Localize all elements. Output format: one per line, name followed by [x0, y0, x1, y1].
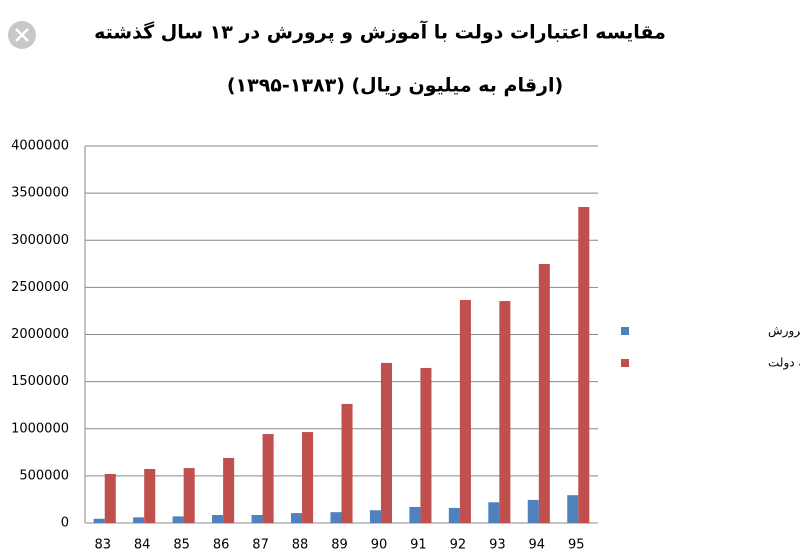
bar [183, 468, 195, 523]
bar [369, 510, 381, 523]
close-icon[interactable] [15, 28, 29, 42]
legend-label: بودجه دولت [768, 356, 800, 371]
x-tick-label: 90 [371, 538, 388, 553]
x-tick-label: 88 [292, 538, 309, 553]
bar [104, 473, 116, 523]
bar [488, 502, 500, 523]
x-tick-label: 89 [331, 538, 348, 553]
bar [290, 513, 303, 523]
y-tick-label: 500000 [19, 468, 69, 483]
bar [172, 516, 184, 523]
bar [380, 362, 393, 523]
bar [538, 264, 550, 523]
bar [144, 468, 156, 523]
chart-subtitle: (ارقام به میلیون ریال) (۱۳۸۳-۱۳۹۵) [227, 75, 563, 97]
bar [420, 367, 432, 523]
bar [93, 518, 105, 523]
y-tick-label: 2500000 [11, 280, 69, 295]
bar [212, 514, 224, 523]
close-button[interactable] [8, 21, 36, 49]
bar [527, 499, 539, 523]
bar [223, 457, 235, 523]
x-tick-label: 94 [529, 538, 546, 553]
x-tick-label: 87 [252, 538, 269, 553]
bar [341, 403, 353, 523]
y-tick-label: 1000000 [11, 421, 69, 436]
x-tick-label: 92 [450, 538, 467, 553]
bar [302, 432, 314, 523]
x-tick-label: 86 [213, 538, 230, 553]
bar [567, 495, 579, 523]
x-tick-label: 85 [173, 538, 190, 553]
y-tick-label: 0 [61, 516, 69, 531]
bar [262, 434, 274, 523]
bar [409, 506, 421, 523]
y-tick-label: 1500000 [11, 374, 69, 389]
y-tick-label: 3000000 [11, 233, 69, 248]
x-tick-label: 91 [410, 538, 427, 553]
y-tick-label: 4000000 [11, 139, 69, 154]
x-tick-label: 95 [568, 538, 585, 553]
x-tick-label: 83 [94, 538, 111, 553]
legend-label: بودجه آموزش و پرورش [768, 323, 800, 339]
bar [251, 514, 263, 523]
legend-swatch [621, 327, 629, 335]
bar [459, 300, 471, 523]
y-tick-label: 2000000 [11, 327, 69, 342]
bar [133, 517, 145, 523]
bar [330, 512, 342, 523]
bar [448, 507, 460, 523]
legend-swatch [621, 359, 629, 367]
chart-title: مقایسه اعتبارات دولت با آموزش و پرورش در… [94, 20, 666, 44]
x-tick-label: 93 [489, 538, 506, 553]
bar [578, 206, 590, 524]
bar [499, 301, 511, 523]
x-tick-label: 84 [134, 538, 151, 553]
y-tick-label: 3500000 [11, 186, 69, 201]
